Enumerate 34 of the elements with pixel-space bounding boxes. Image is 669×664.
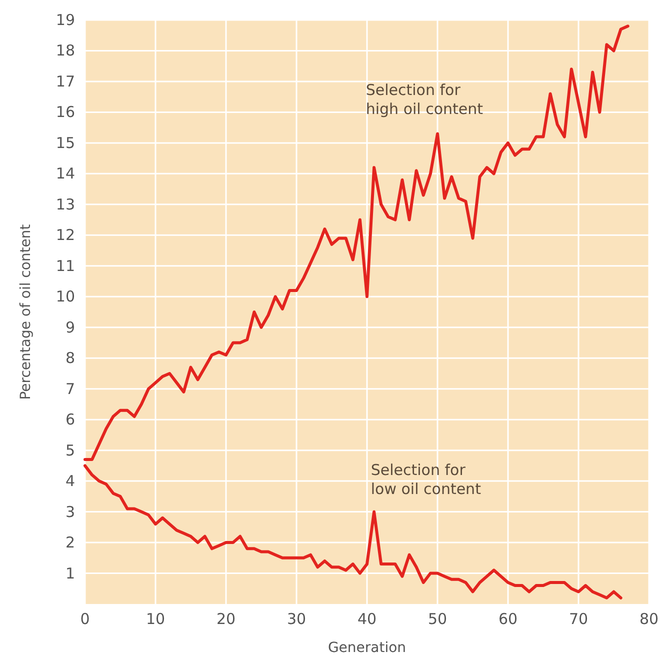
y-tick-label: 15: [56, 134, 75, 152]
y-tick-label: 11: [56, 256, 75, 275]
y-tick-label: 10: [56, 288, 75, 306]
x-tick-label: 40: [357, 610, 377, 628]
line-series: [84, 464, 622, 600]
y-tick-label: 7: [65, 380, 75, 398]
x-tick-label: 30: [286, 610, 306, 628]
x-tick-label: 60: [498, 610, 518, 628]
x-tick-label: 20: [216, 610, 236, 628]
y-tick-label: 5: [65, 441, 75, 460]
y-axis-title: Percentage of oil content: [18, 224, 34, 400]
y-tick-label: 18: [56, 42, 75, 60]
y-tick-label: 12: [56, 226, 75, 244]
x-tick-label: 80: [639, 610, 659, 628]
x-tick-label: 50: [428, 610, 448, 628]
y-tick-label: 13: [56, 195, 75, 214]
x-tick-label: 70: [568, 610, 588, 628]
x-tick-label: 10: [146, 610, 166, 628]
y-tick-label: 19: [56, 11, 75, 29]
y-tick-label: 17: [56, 72, 75, 90]
y-tick-label: 6: [65, 410, 75, 429]
annotation: Selection for low oil content: [370, 461, 482, 498]
x-axis-title: Generation: [328, 640, 406, 656]
y-tick-label: 1: [65, 564, 75, 582]
y-tick-label: 9: [65, 318, 75, 336]
y-tick-label: 16: [56, 103, 75, 122]
line-series: [84, 24, 630, 462]
y-tick-label: 4: [65, 472, 75, 490]
annotation: Selection for high oil content: [366, 81, 484, 118]
y-tick-label: 14: [56, 164, 75, 183]
y-tick-label: 8: [65, 349, 75, 368]
y-tick-label: 2: [65, 534, 75, 552]
y-tick-label: 3: [65, 502, 75, 521]
x-tick-label: 0: [80, 610, 90, 628]
